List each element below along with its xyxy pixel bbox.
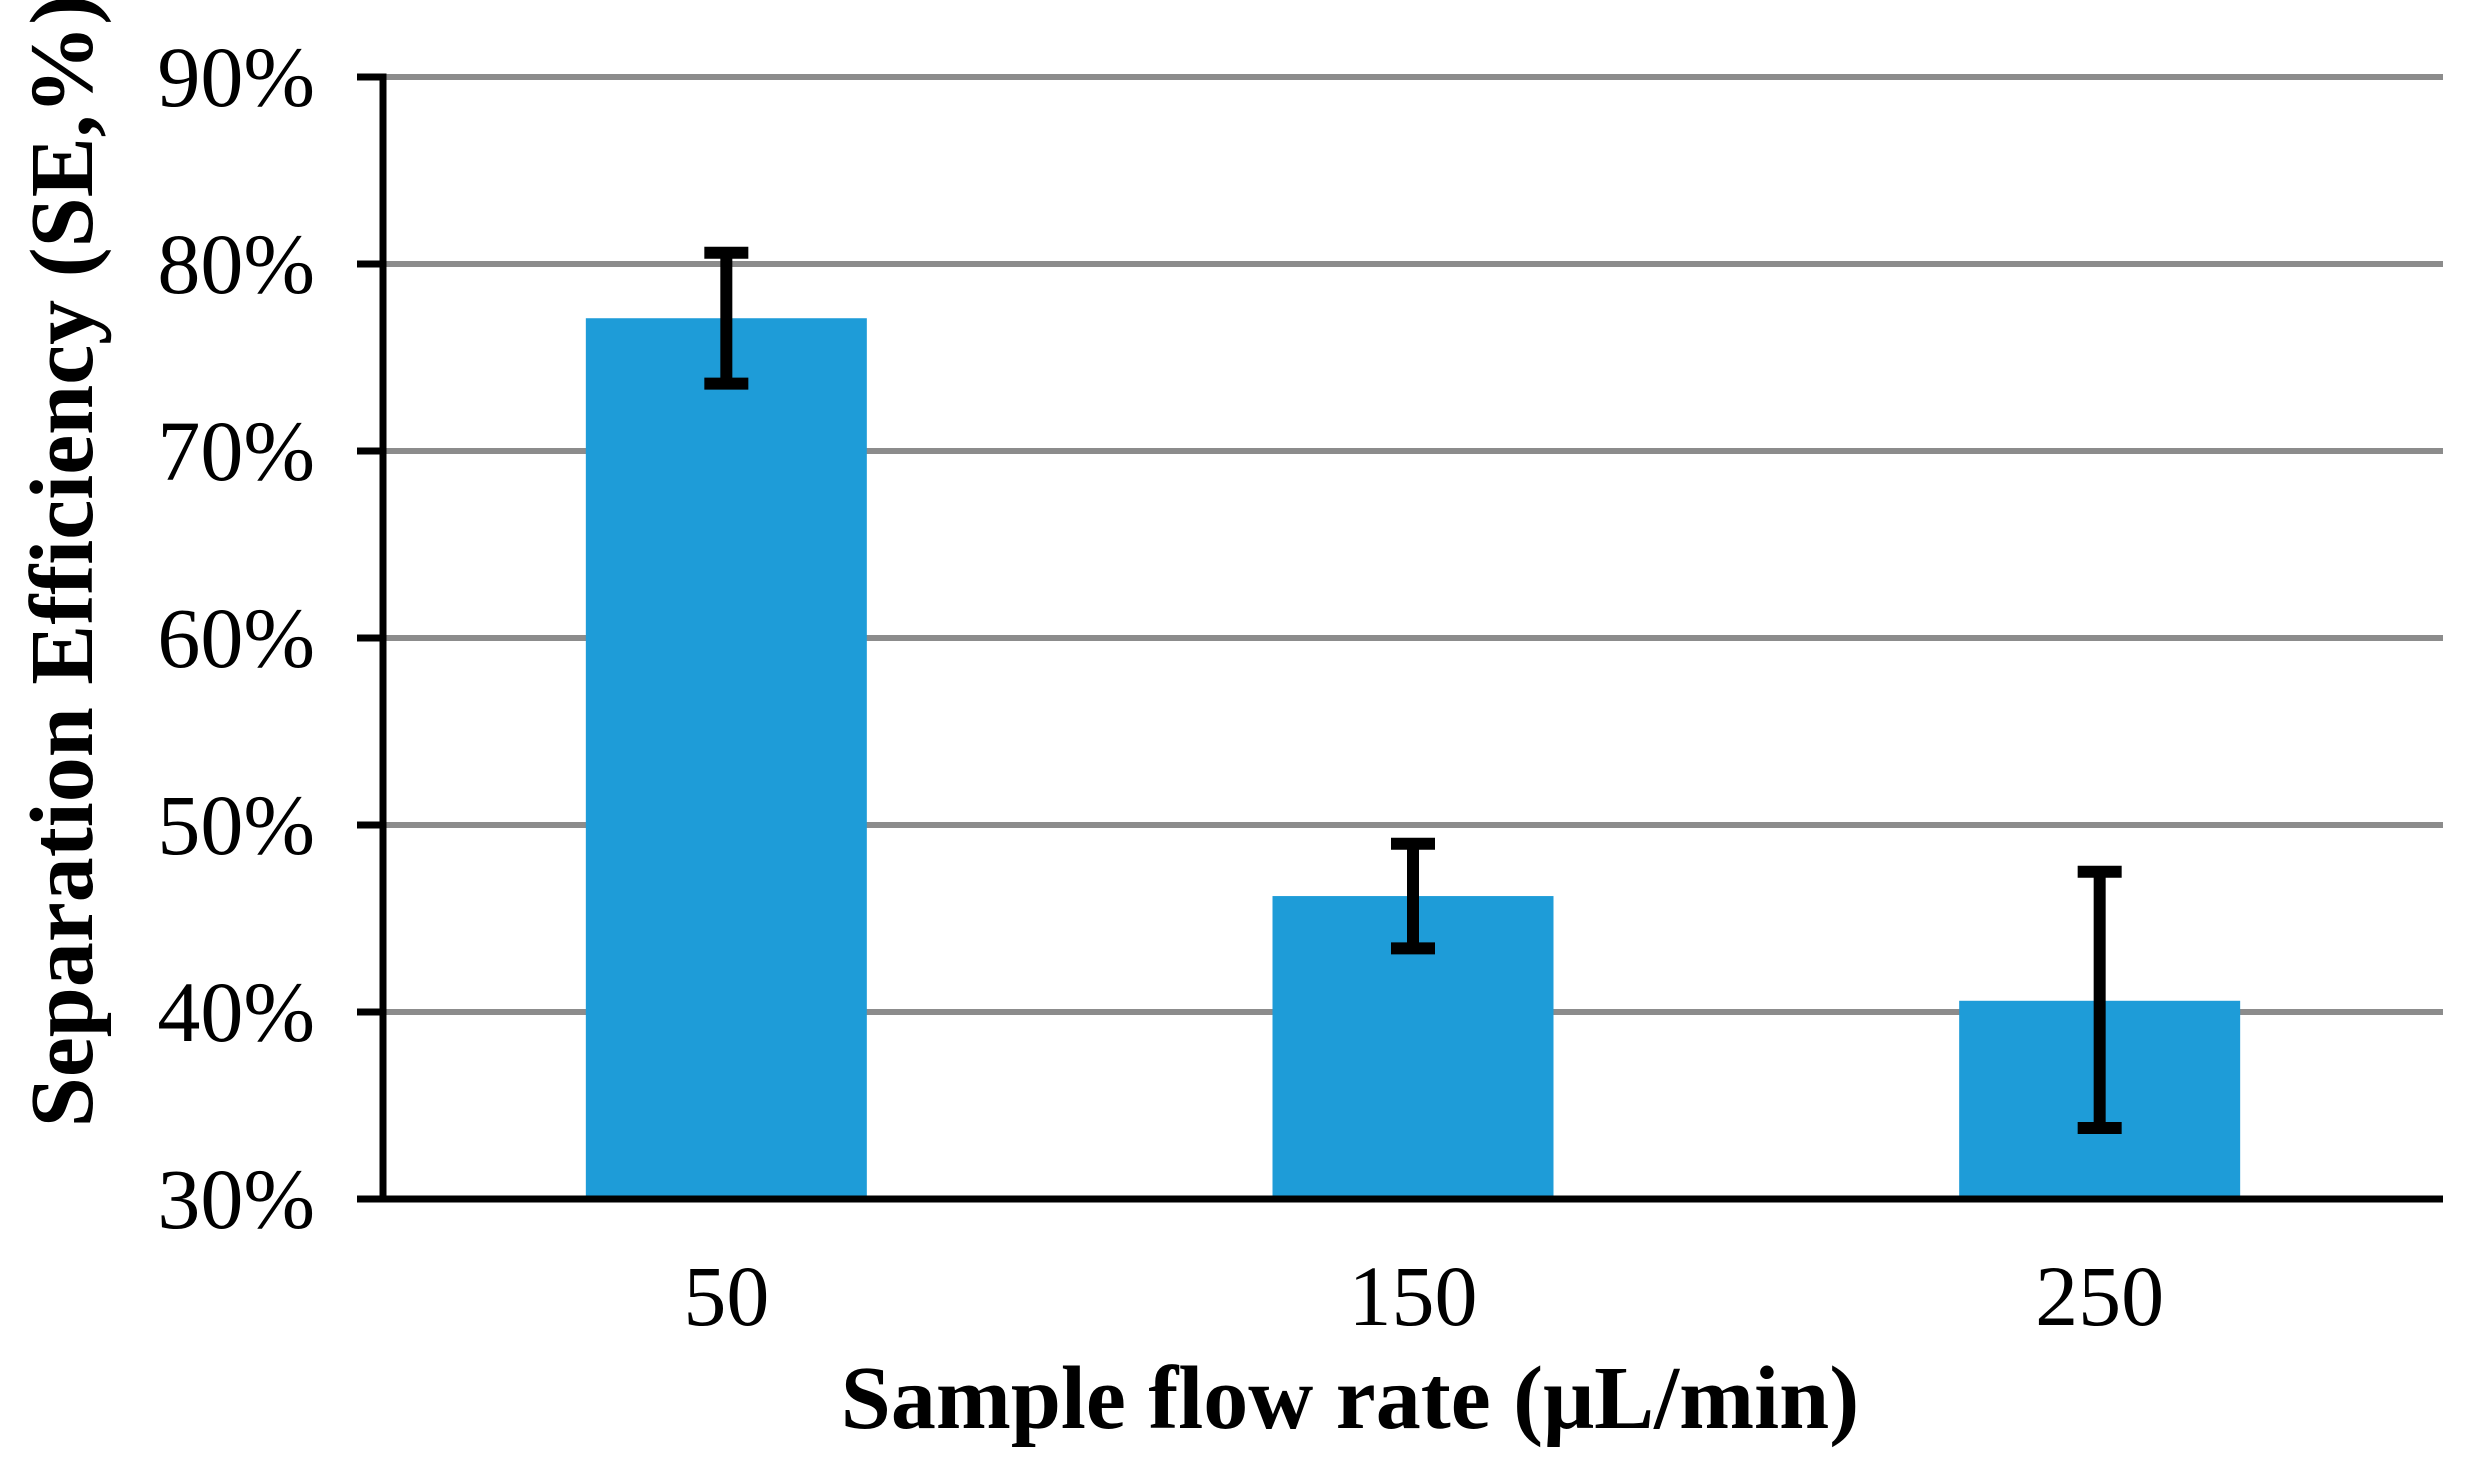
y-tick-label-40: 40%: [157, 964, 315, 1060]
x-tick-labels: 50 150 250: [683, 1248, 2164, 1344]
bars: [585, 318, 2241, 1200]
x-tick-label-50: 50: [683, 1248, 769, 1344]
y-tick-label-60: 60%: [157, 590, 315, 686]
x-axis-title: Sample flow rate (μL/min): [841, 1349, 1859, 1448]
y-axis-ticks: [357, 73, 383, 1203]
axes: [357, 73, 2443, 1203]
y-tick-label-90: 90%: [157, 29, 315, 125]
x-tick-label-150: 150: [1349, 1248, 1478, 1344]
error-bars: [704, 246, 2122, 1134]
x-tick-label-250: 250: [2035, 1248, 2164, 1344]
y-tick-label-50: 50%: [157, 777, 315, 873]
y-tick-label-30: 30%: [157, 1151, 315, 1247]
error-bar-50: [704, 246, 749, 390]
y-tick-label-70: 70%: [157, 403, 315, 499]
error-bar-250: [2077, 865, 2122, 1134]
error-bar-150: [1391, 837, 1435, 955]
y-tick-labels: 90% 80% 70% 60% 50% 40% 30%: [157, 29, 315, 1247]
y-tick-label-80: 80%: [157, 216, 315, 312]
y-axis-title: Separation Efficiency (SE,%): [13, 0, 112, 1127]
bar-50: [585, 318, 867, 1200]
